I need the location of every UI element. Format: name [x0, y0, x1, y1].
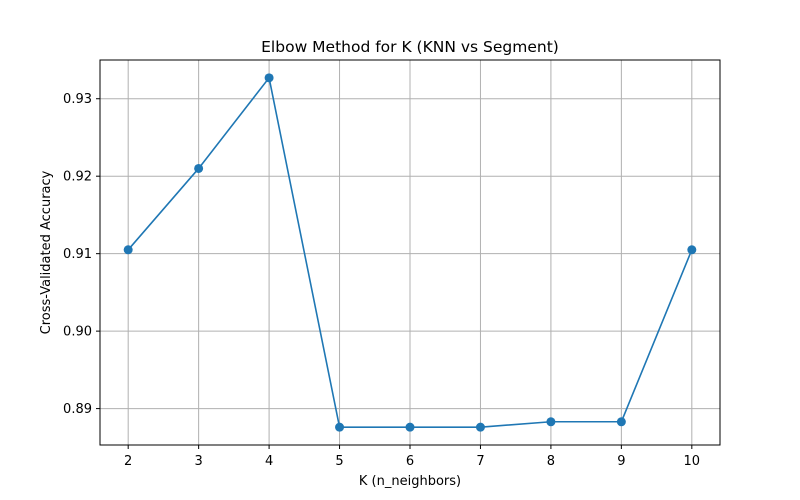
x-tick-label: 10 — [684, 454, 701, 469]
data-point-k2 — [123, 245, 133, 255]
data-point-k5 — [335, 422, 345, 432]
grid — [100, 60, 720, 445]
series-layer — [123, 73, 697, 432]
ticks: 2 3 4 5 6 7 8 9 10 0.89 0.90 0.91 0.92 0.93 — [63, 92, 700, 469]
data-point-k6 — [405, 422, 415, 432]
x-tick-label: 7 — [476, 454, 484, 469]
data-point-k7 — [475, 422, 485, 432]
data-point-k9 — [616, 417, 626, 427]
data-point-k4 — [264, 73, 274, 83]
x-axis-label: K (n_neighbors) — [359, 474, 461, 489]
y-axis-label: Cross-Validated Accuracy — [39, 170, 54, 334]
chart-title: Elbow Method for K (KNN vs Segment) — [261, 38, 559, 56]
x-tick-label: 8 — [547, 454, 555, 469]
y-tick-label: 0.90 — [63, 325, 92, 340]
data-point-k10 — [687, 245, 697, 255]
y-tick-label: 0.89 — [63, 402, 92, 417]
x-tick-label: 9 — [617, 454, 625, 469]
x-tick-label: 6 — [406, 454, 414, 469]
y-tick-label: 0.93 — [63, 92, 92, 107]
y-tick-label: 0.91 — [63, 247, 92, 262]
x-tick-label: 4 — [265, 454, 273, 469]
y-tick-label: 0.92 — [63, 170, 92, 185]
x-tick-label: 2 — [124, 454, 132, 469]
x-tick-label: 5 — [335, 454, 343, 469]
data-point-k3 — [194, 163, 204, 173]
data-point-k8 — [546, 417, 556, 427]
x-tick-label: 3 — [194, 454, 202, 469]
